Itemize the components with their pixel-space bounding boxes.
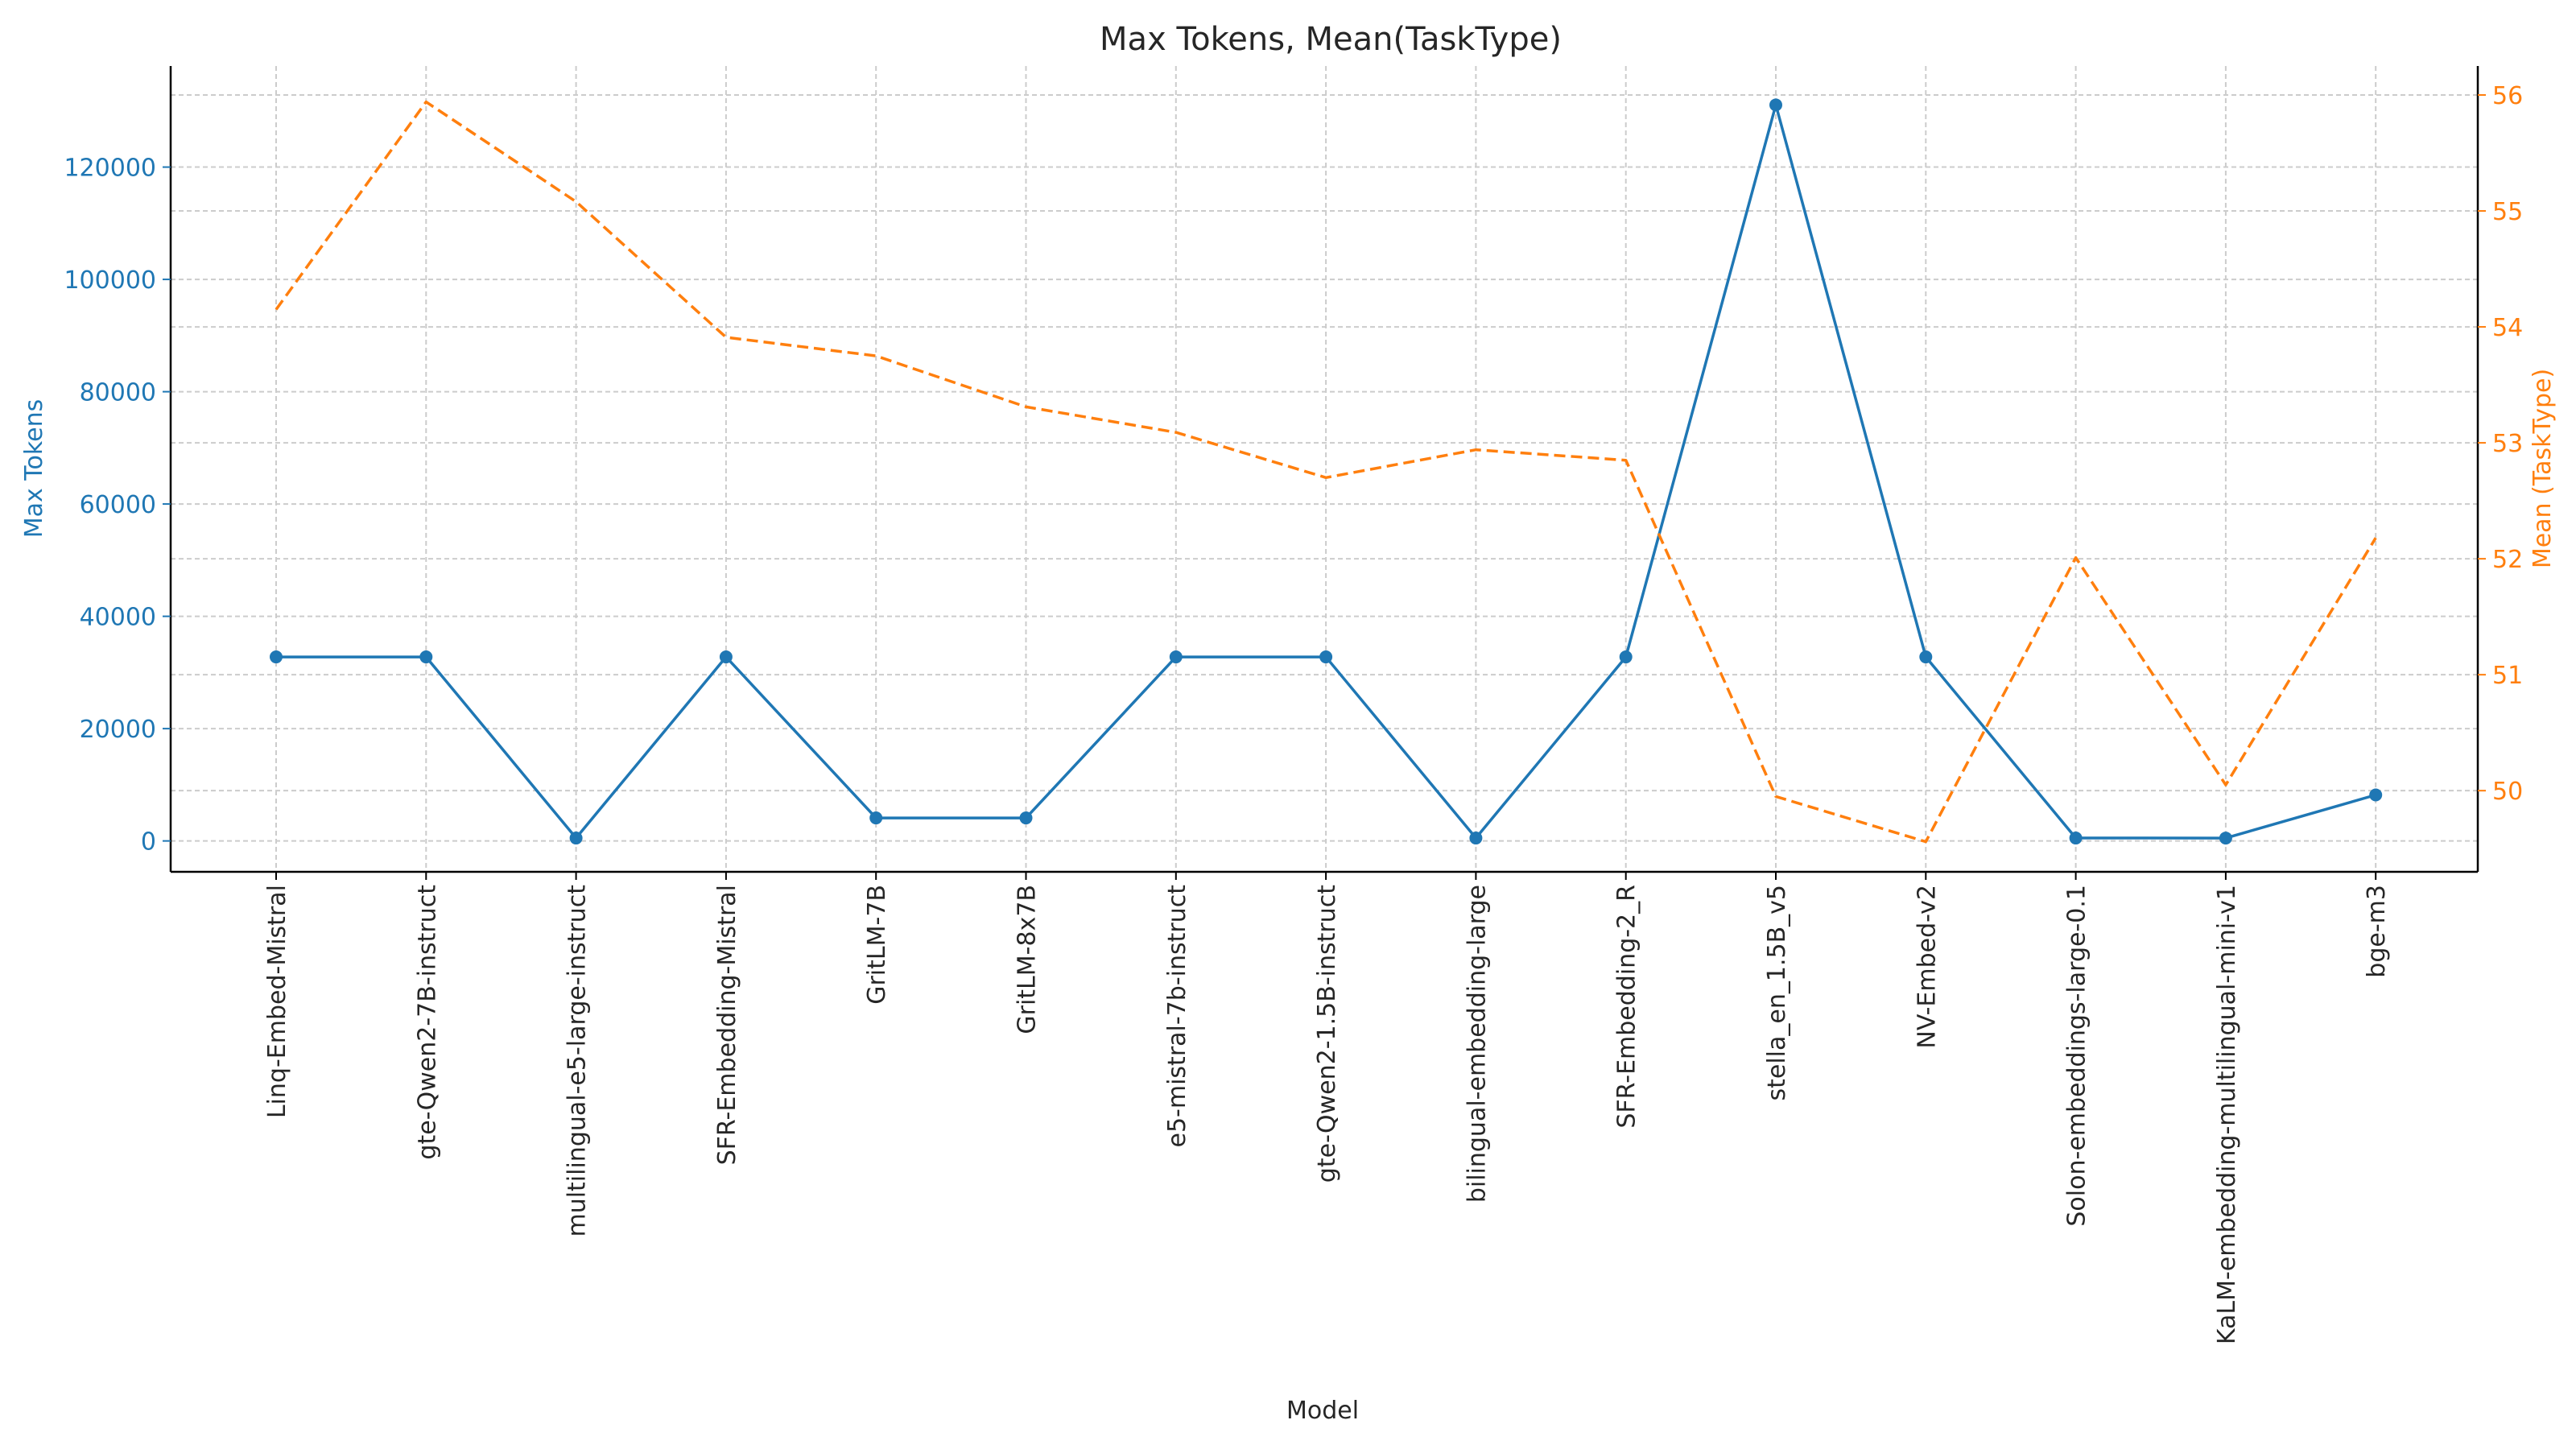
- x-tick-label: multilingual-e5-large-instruct: [564, 885, 592, 1237]
- max-tokens-point: [419, 650, 433, 664]
- x-tick-label: GritLM-8x7B: [1013, 885, 1042, 1034]
- right-y-tick-label: 55: [2492, 198, 2523, 226]
- x-tick-label: e5-mistral-7b-instruct: [1163, 885, 1191, 1148]
- max-tokens-point: [2219, 832, 2232, 845]
- max-tokens-point: [1319, 650, 1333, 664]
- x-tick-label: Solon-embeddings-large-0.1: [2063, 885, 2091, 1227]
- x-tick-label: bilingual-embedding-large: [1463, 885, 1491, 1203]
- x-tick-label: bge-m3: [2363, 885, 2391, 978]
- x-tick-label: stella_en_1.5B_v5: [1763, 885, 1791, 1101]
- right-y-tick-label: 52: [2492, 546, 2523, 574]
- left-y-tick-label: 20000: [80, 716, 156, 744]
- left-y-tick-label: 80000: [80, 379, 156, 407]
- x-tick-label: SFR-Embedding-2_R: [1613, 885, 1641, 1129]
- mean-tasktype-line: [275, 100, 2377, 844]
- x-tick-label: KaLM-embedding-multilingual-mini-v1: [2213, 885, 2241, 1344]
- left-y-tick-label: 60000: [80, 491, 156, 519]
- x-axis-label: Model: [1286, 1397, 1359, 1425]
- right-y-axis-label: Mean (TaskType): [2529, 369, 2557, 568]
- max-tokens-point: [1919, 650, 1933, 664]
- left-y-tick-label: 0: [141, 828, 156, 857]
- right-y-tick-label: 53: [2492, 430, 2523, 458]
- right-y-tick-label: 54: [2492, 314, 2523, 342]
- x-tick-label: SFR-Embedding-Mistral: [713, 885, 741, 1165]
- x-tick-label: GritLM-7B: [863, 885, 891, 1005]
- right-y-tick-label: 50: [2492, 778, 2523, 806]
- x-tick-label: Linq-Embed-Mistral: [263, 885, 291, 1118]
- max-tokens-point: [1019, 811, 1033, 825]
- right-y-tick-label: 51: [2492, 662, 2523, 690]
- x-axis-ticks: Linq-Embed-Mistral gte-Qwen2-7B-instruct m…: [263, 872, 2391, 1344]
- max-tokens-point: [719, 650, 733, 664]
- max-tokens-point: [869, 811, 883, 825]
- max-tokens-point: [2369, 788, 2383, 802]
- max-tokens-point: [1619, 650, 1633, 664]
- x-tick-label: gte-Qwen2-1.5B-instruct: [1313, 885, 1341, 1183]
- left-y-axis-ticks: 0 20000 40000 60000 80000 100000 120000: [64, 155, 171, 857]
- max-tokens-point: [1469, 832, 1483, 845]
- left-y-tick-label: 120000: [64, 155, 156, 183]
- left-y-tick-label: 40000: [80, 604, 156, 632]
- right-y-tick-label: 56: [2492, 82, 2523, 110]
- right-y-axis-ticks: 50 51 52 53 54 55 56: [2478, 82, 2523, 806]
- left-y-axis-label: Max Tokens: [20, 399, 48, 539]
- x-tick-label: NV-Embed-v2: [1913, 885, 1941, 1049]
- max-tokens-point: [1169, 650, 1183, 664]
- left-y-tick-label: 100000: [64, 266, 156, 295]
- chart-title: Max Tokens, Mean(TaskType): [1100, 21, 1562, 58]
- max-tokens-point: [1769, 98, 1782, 112]
- x-tick-label: gte-Qwen2-7B-instruct: [413, 885, 441, 1160]
- max-tokens-point: [270, 650, 283, 664]
- max-tokens-point: [569, 832, 583, 845]
- grid: [171, 66, 2478, 872]
- max-tokens-point: [2069, 832, 2083, 845]
- plot-series: [270, 98, 2383, 845]
